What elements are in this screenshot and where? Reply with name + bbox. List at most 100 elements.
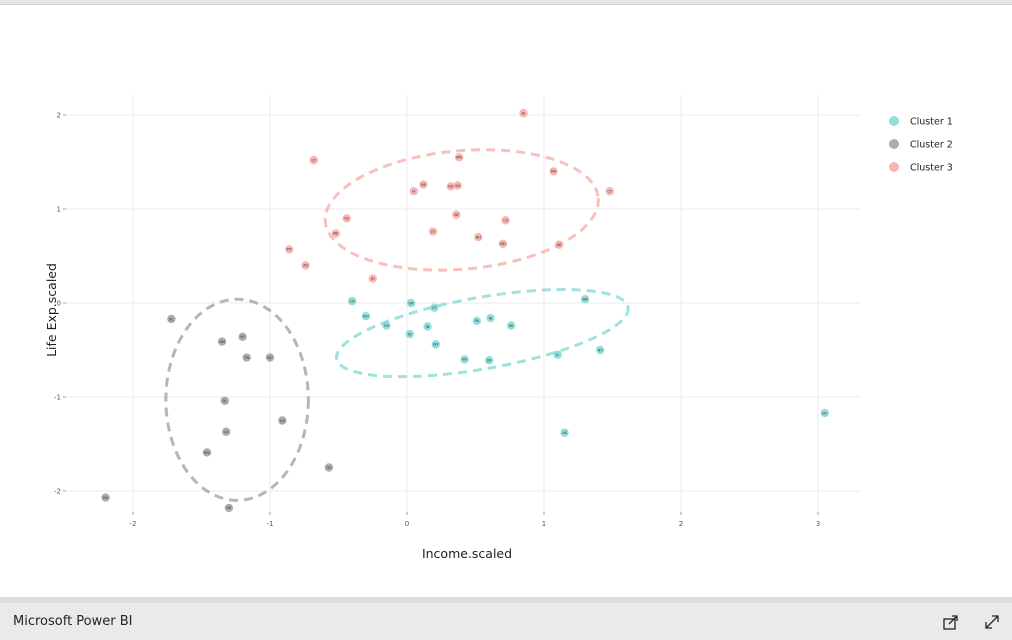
scatter-point[interactable] — [431, 340, 440, 349]
legend-label[interactable]: Cluster 3 — [910, 163, 953, 174]
legend-label[interactable]: Cluster 2 — [910, 140, 953, 151]
point-label: NE — [421, 183, 426, 187]
x-tick-label: 2 — [679, 520, 683, 528]
legend-marker[interactable] — [889, 162, 899, 172]
scatter-point[interactable] — [519, 108, 528, 118]
scatter-point[interactable] — [324, 463, 334, 472]
scatter-point[interactable] — [217, 337, 227, 346]
scatter-point[interactable] — [460, 355, 469, 364]
scatter-point[interactable] — [453, 181, 462, 190]
point-label: LA — [224, 430, 229, 434]
point-label: MD — [500, 242, 506, 246]
scatter-point[interactable] — [454, 153, 464, 162]
y-axis-title: Life Exp.scaled — [44, 263, 59, 357]
point-label: SC — [169, 317, 174, 321]
y-tick-label: 1 — [57, 206, 61, 214]
scatter-point[interactable] — [224, 503, 234, 513]
scatter-point[interactable] — [605, 186, 614, 196]
scatter-point[interactable] — [554, 240, 564, 249]
scatter-point[interactable] — [419, 180, 428, 189]
top-border — [0, 0, 1012, 5]
point-label: VA — [557, 243, 562, 247]
point-label: VT — [431, 230, 436, 234]
scatter-point[interactable] — [498, 239, 508, 248]
scatter-point[interactable] — [238, 332, 247, 342]
point-label: SD — [455, 184, 460, 188]
point-label: GA — [280, 419, 286, 423]
point-label: WV — [204, 451, 210, 455]
expand-button[interactable] — [981, 611, 1003, 633]
scatter-point[interactable] — [368, 274, 377, 283]
scatter-point[interactable] — [167, 314, 176, 324]
point-label: KY — [240, 335, 245, 339]
point-label: MS — [103, 496, 109, 500]
scatter-point[interactable] — [485, 356, 494, 365]
scatter-point[interactable] — [452, 210, 461, 219]
scatter-point[interactable] — [486, 313, 495, 323]
point-label: IL — [556, 353, 559, 357]
scatter-point[interactable] — [202, 448, 212, 457]
scatter-point[interactable] — [301, 261, 310, 270]
point-label: IN — [426, 325, 430, 329]
legend-label[interactable]: Cluster 1 — [910, 117, 953, 128]
legend-marker[interactable] — [889, 116, 899, 126]
scatter-point[interactable] — [446, 182, 456, 191]
scatter-point[interactable] — [423, 322, 432, 331]
point-label: OH — [384, 324, 390, 328]
scatter-point[interactable] — [474, 233, 483, 242]
point-label: NM — [219, 340, 225, 344]
scatter-point[interactable] — [101, 493, 110, 502]
point-label: CT — [607, 189, 612, 193]
point-label: IA — [412, 189, 416, 193]
point-label: NH — [476, 236, 482, 240]
point-label: AL — [223, 399, 227, 403]
point-label: UT — [432, 306, 438, 310]
points-layer: CO MO OH OR UT ID IN WY NV PA NJ DE MI IL WA NY AK DC SC NM… — [101, 108, 830, 513]
brand-label: Microsoft Power BI — [13, 614, 133, 629]
scatter-point[interactable] — [430, 303, 439, 312]
share-icon — [943, 615, 958, 630]
scatter-point[interactable] — [506, 321, 516, 330]
scatter-point[interactable] — [549, 167, 558, 176]
cluster-ellipse-1 — [335, 288, 630, 379]
point-label: UT — [311, 158, 317, 162]
scatter-point[interactable] — [361, 311, 371, 321]
power-bi-footer: Microsoft Power BI — [0, 597, 1012, 640]
scatter-point[interactable] — [284, 245, 294, 254]
scatter-point[interactable] — [265, 353, 275, 362]
scatter-point[interactable] — [342, 214, 351, 223]
point-label: DE — [487, 359, 492, 363]
scatter-point[interactable] — [348, 296, 357, 306]
ticks-layer: -2 -1 0 1 2 3 -2 -1 0 1 2 — [54, 112, 820, 529]
scatter-point[interactable] — [553, 350, 562, 359]
scatter-point[interactable] — [221, 427, 231, 436]
scatter-point[interactable] — [560, 428, 569, 437]
scatter-point[interactable] — [242, 353, 251, 362]
scatter-point[interactable] — [595, 345, 605, 355]
point-label: NC — [267, 356, 273, 360]
scatter-point[interactable] — [309, 155, 319, 165]
point-label: AK — [562, 431, 567, 435]
point-label: PA — [475, 319, 480, 323]
share-button[interactable] — [940, 611, 962, 633]
scatter-point[interactable] — [331, 229, 340, 238]
scatter-point[interactable] — [428, 227, 438, 236]
scatter-point[interactable] — [580, 295, 590, 304]
scatter-point[interactable] — [405, 329, 414, 339]
scatter-point[interactable] — [382, 321, 391, 330]
scatter-point[interactable] — [278, 416, 287, 425]
scatter-point[interactable] — [820, 408, 830, 418]
scatter-point[interactable] — [501, 216, 510, 225]
point-label: OK — [326, 466, 332, 470]
legend-marker[interactable] — [889, 139, 899, 149]
y-tick-label: 0 — [57, 300, 61, 308]
scatter-point[interactable] — [472, 316, 482, 326]
ellipse-layer — [164, 148, 630, 502]
point-label: MO — [363, 314, 369, 318]
point-label: CO — [350, 299, 355, 303]
scatter-point[interactable] — [220, 396, 229, 405]
scatter-point[interactable] — [409, 186, 419, 196]
scatter-point[interactable] — [406, 298, 416, 308]
expand-icon — [985, 615, 999, 629]
point-label: WA — [582, 298, 588, 302]
